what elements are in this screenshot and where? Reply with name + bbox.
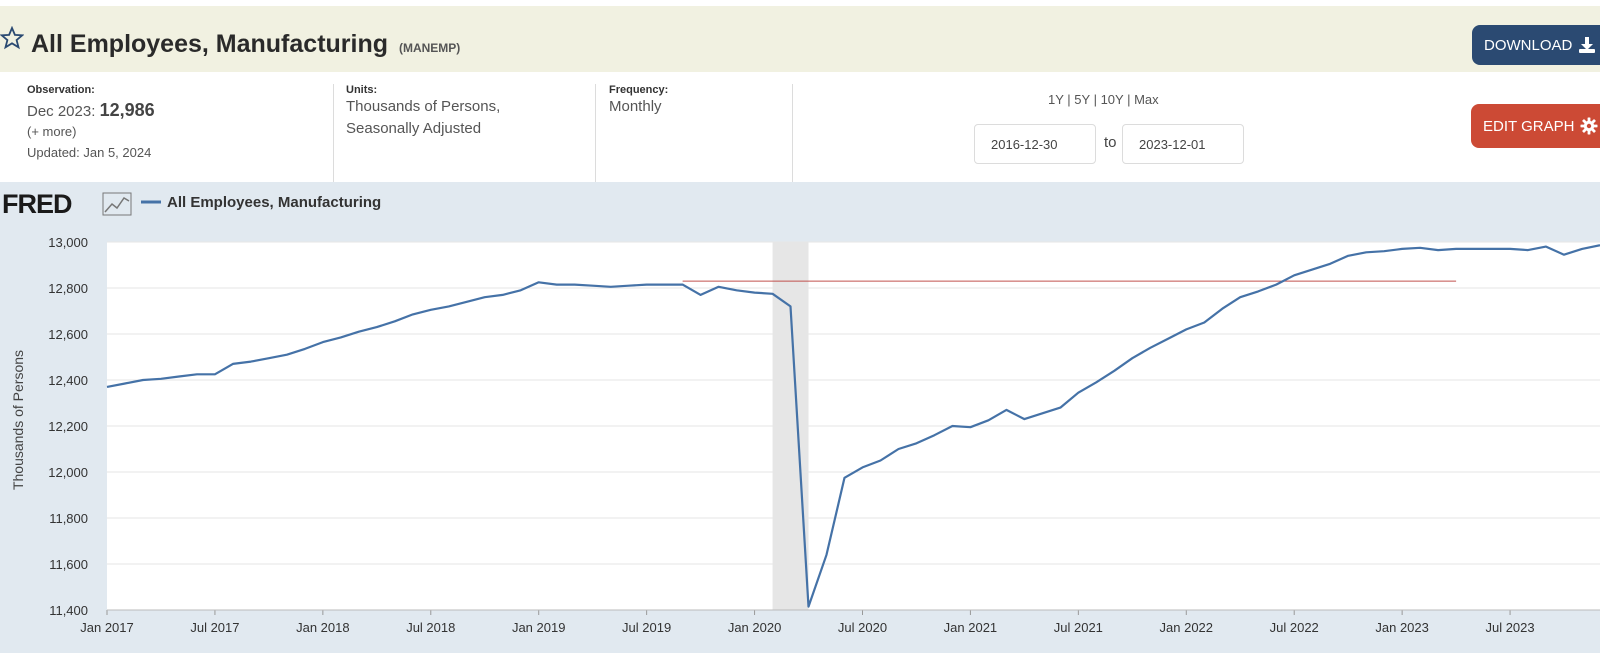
x-tick-label: Jul 2018 <box>406 620 455 635</box>
x-tick-label: Jan 2020 <box>728 620 782 635</box>
y-tick-label: 12,600 <box>48 327 88 342</box>
frequency-block: Frequency: Monthly <box>609 84 668 118</box>
more-observations-link[interactable]: (+ more) <box>27 124 77 139</box>
units-line-1: Thousands of Persons, <box>346 98 501 115</box>
y-tick-label: 12,200 <box>48 419 88 434</box>
range-max[interactable]: Max <box>1134 92 1159 107</box>
observation-date: Dec 2023: <box>27 103 96 120</box>
x-tick-label: Jul 2017 <box>190 620 239 635</box>
frequency-value: Monthly <box>609 98 662 115</box>
updated-date: Updated: Jan 5, 2024 <box>27 145 152 160</box>
fred-logo-icon <box>102 192 132 216</box>
y-tick-label: 11,400 <box>49 603 88 618</box>
download-label: DOWNLOAD <box>1484 36 1573 54</box>
observation-value: 12,986 <box>99 100 155 120</box>
observation-block: Observation: Dec 2023: 12,986 (+ more) U… <box>27 84 155 160</box>
y-tick-label: 12,000 <box>48 465 88 480</box>
range-1y[interactable]: 1Y <box>1048 92 1064 107</box>
units-block: Units: Thousands of Persons, Seasonally … <box>346 84 500 140</box>
series-meta: Observation: Dec 2023: 12,986 (+ more) U… <box>0 72 1600 182</box>
y-tick-label: 11,600 <box>49 557 88 572</box>
units-label: Units: <box>346 84 378 96</box>
series-line <box>106 244 1600 608</box>
frequency-label: Frequency: <box>609 84 669 96</box>
end-date-input[interactable]: 2023-12-01 <box>1122 124 1244 164</box>
meta-divider <box>792 84 793 182</box>
download-icon <box>1579 37 1596 53</box>
start-date-input[interactable]: 2016-12-30 <box>974 124 1096 164</box>
meta-divider <box>333 84 334 182</box>
gear-icon <box>1580 117 1598 135</box>
line-chart[interactable]: FRED All Employees, Manufacturing Thousa… <box>0 182 1600 653</box>
download-button[interactable]: DOWNLOAD <box>1472 25 1600 65</box>
x-tick-label: Jan 2022 <box>1160 620 1214 635</box>
x-tick-label: Jan 2023 <box>1375 620 1429 635</box>
x-tick-label: Jan 2021 <box>944 620 998 635</box>
edit-graph-label: EDIT GRAPH <box>1483 117 1575 135</box>
x-tick-label: Jul 2021 <box>1054 620 1103 635</box>
series-header: All Employees, Manufacturing (MANEMP) DO… <box>0 6 1600 72</box>
x-tick-label: Jan 2018 <box>296 620 350 635</box>
page-title: All Employees, Manufacturing (MANEMP) <box>31 30 460 59</box>
units-line-2: Seasonally Adjusted <box>346 120 482 137</box>
y-tick-label: 12,400 <box>48 373 88 388</box>
x-tick-label: Jan 2019 <box>512 620 566 635</box>
chart-panel: FRED All Employees, Manufacturing Thousa… <box>0 182 1600 653</box>
plot-area: 13,000 12,800 12,600 12,400 12,200 12,000 11,8… <box>48 235 1600 635</box>
x-tick-label: Jul 2023 <box>1485 620 1534 635</box>
series-id: (MANEMP) <box>398 41 461 55</box>
star-icon[interactable] <box>0 26 24 50</box>
observation-label: Observation: <box>27 84 95 96</box>
series-title-text: All Employees, Manufacturing <box>31 30 389 58</box>
y-tick-label: 11,800 <box>49 511 88 526</box>
y-tick-label: 12,800 <box>48 281 88 296</box>
date-range-to-label: to <box>1104 134 1117 151</box>
meta-divider <box>595 84 596 182</box>
legend-label: All Employees, Manufacturing <box>167 194 381 211</box>
range-10y[interactable]: 10Y <box>1100 92 1124 107</box>
x-tick-label: Jul 2022 <box>1270 620 1319 635</box>
x-tick-label: Jul 2020 <box>838 620 887 635</box>
range-selector: 1Y | 5Y | 10Y | Max <box>1048 92 1159 107</box>
y-tick-label: 13,000 <box>48 235 88 250</box>
x-tick-label: Jan 2017 <box>80 620 134 635</box>
x-tick-label: Jul 2019 <box>622 620 671 635</box>
fred-logo[interactable]: FRED <box>2 189 73 219</box>
observation-line: Dec 2023: 12,986 <box>27 100 155 121</box>
y-axis-label: Thousands of Persons <box>10 350 26 490</box>
range-5y[interactable]: 5Y <box>1074 92 1090 107</box>
edit-graph-button[interactable]: EDIT GRAPH <box>1471 104 1600 148</box>
